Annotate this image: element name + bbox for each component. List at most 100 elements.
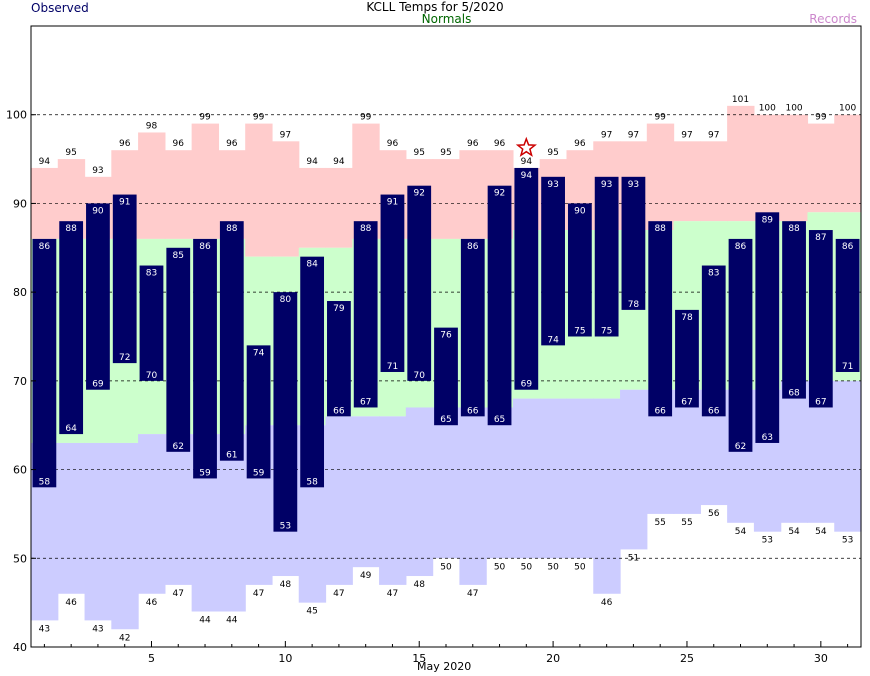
record-high-label: 96 [119,139,131,149]
observed-high-label: 91 [119,198,130,208]
record-high-label: 99 [654,113,666,123]
observed-bar [701,265,726,417]
observed-bar [487,185,512,426]
observed-low-label: 63 [762,433,773,443]
observed-low-label: 58 [39,477,51,487]
record-high-band [164,150,193,239]
observed-high-label: 94 [521,171,533,181]
record-low-label: 50 [521,562,533,572]
record-low-label: 47 [253,589,264,599]
record-low-label: 54 [788,527,800,537]
observed-high-label: 88 [788,224,800,234]
observed-bar [273,292,298,532]
record-low-band [138,434,166,594]
record-high-band [298,167,327,248]
observed-low-label: 78 [628,300,640,310]
observed-high-label: 86 [199,242,211,252]
observed-bar [327,301,351,417]
record-high-label: 97 [708,130,719,140]
observed-bar [219,221,244,461]
record-high-band [432,159,460,239]
record-low-label: 44 [226,616,238,626]
observed-high-label: 93 [628,180,639,190]
record-low-band [218,434,246,612]
record-low-band [780,380,809,523]
record-low-band [459,407,487,585]
record-low-band [405,407,434,577]
observed-low-label: 66 [654,406,666,416]
observed-low-label: 72 [119,353,130,363]
record-low-label: 51 [628,553,639,563]
observed-high-label: 90 [574,206,586,216]
observed-high-label: 86 [735,242,747,252]
record-low-label: 50 [440,562,452,572]
observed-high-label: 93 [547,180,558,190]
record-low-label: 47 [333,589,344,599]
observed-low-label: 65 [494,415,505,425]
observed-low-label: 61 [226,451,237,461]
x-axis-label: May 2020 [417,660,472,673]
record-high-band [753,114,782,222]
record-high-band [807,123,835,213]
observed-low-label: 70 [413,371,425,381]
record-high-label: 100 [759,104,776,114]
observed-low-label: 75 [601,327,612,337]
observed-high-label: 87 [815,233,826,243]
observed-low-label: 59 [199,468,211,478]
record-high-label: 100 [785,104,802,114]
observed-low-label: 71 [842,362,853,372]
record-low-label: 45 [306,607,317,617]
record-low-band [593,398,621,594]
record-low-label: 48 [280,580,292,590]
record-high-label: 96 [494,139,506,149]
record-high-label: 95 [65,148,76,158]
record-low-band [834,380,862,532]
observed-high-label: 84 [306,260,318,270]
record-high-band [834,114,862,213]
observed-low-label: 64 [65,424,77,434]
observed-high-label: 76 [440,331,452,341]
y-tick-label: 100 [6,109,27,122]
record-high-label: 96 [226,139,238,149]
observed-low-label: 71 [387,362,398,372]
record-high-label: 95 [413,148,424,158]
observed-high-label: 78 [681,313,693,323]
observed-low-label: 59 [253,468,265,478]
observed-high-label: 92 [413,189,424,199]
record-low-band [673,389,701,514]
observed-low-label: 66 [467,406,479,416]
observed-high-label: 83 [708,269,719,279]
record-high-band [271,141,300,257]
record-low-label: 46 [601,598,613,608]
observed-low-label: 67 [681,397,692,407]
record-high-label: 94 [521,157,533,167]
record-high-label: 94 [333,157,345,167]
record-star-icon [515,136,537,157]
observed-bar [300,256,325,488]
record-high-band [352,123,380,239]
record-high-label: 97 [628,130,639,140]
observed-high-label: 88 [226,224,238,234]
observed-bar [434,327,458,426]
observed-bar [594,176,619,337]
record-low-label: 42 [119,633,130,643]
chart-title: KCLL Temps for 5/2020 [366,0,504,14]
record-low-label: 43 [92,624,103,634]
x-tick-label: 20 [546,652,560,665]
record-low-band [57,442,86,594]
record-low-band [486,407,514,559]
y-tick-label: 90 [13,197,27,210]
record-low-band [164,434,193,585]
record-high-label: 97 [280,130,291,140]
observed-low-label: 66 [333,406,345,416]
observed-low-label: 70 [146,371,158,381]
record-high-band [138,132,166,239]
observed-low-label: 62 [735,442,746,452]
record-low-label: 43 [39,624,50,634]
observed-low-label: 62 [173,442,184,452]
record-high-label: 97 [681,130,692,140]
observed-bar [835,238,860,372]
record-high-band [727,105,755,222]
record-high-label: 99 [360,113,372,123]
